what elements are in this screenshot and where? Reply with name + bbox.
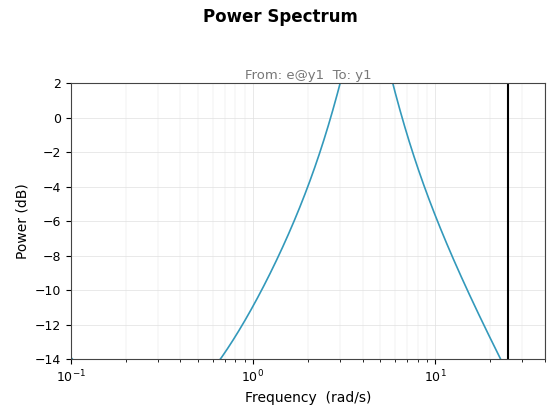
Text: Power Spectrum: Power Spectrum xyxy=(203,8,357,26)
Title: From: e@y1  To: y1: From: e@y1 To: y1 xyxy=(245,69,371,82)
Y-axis label: Power (dB): Power (dB) xyxy=(15,183,29,259)
X-axis label: Frequency  (rad/s): Frequency (rad/s) xyxy=(245,391,371,405)
